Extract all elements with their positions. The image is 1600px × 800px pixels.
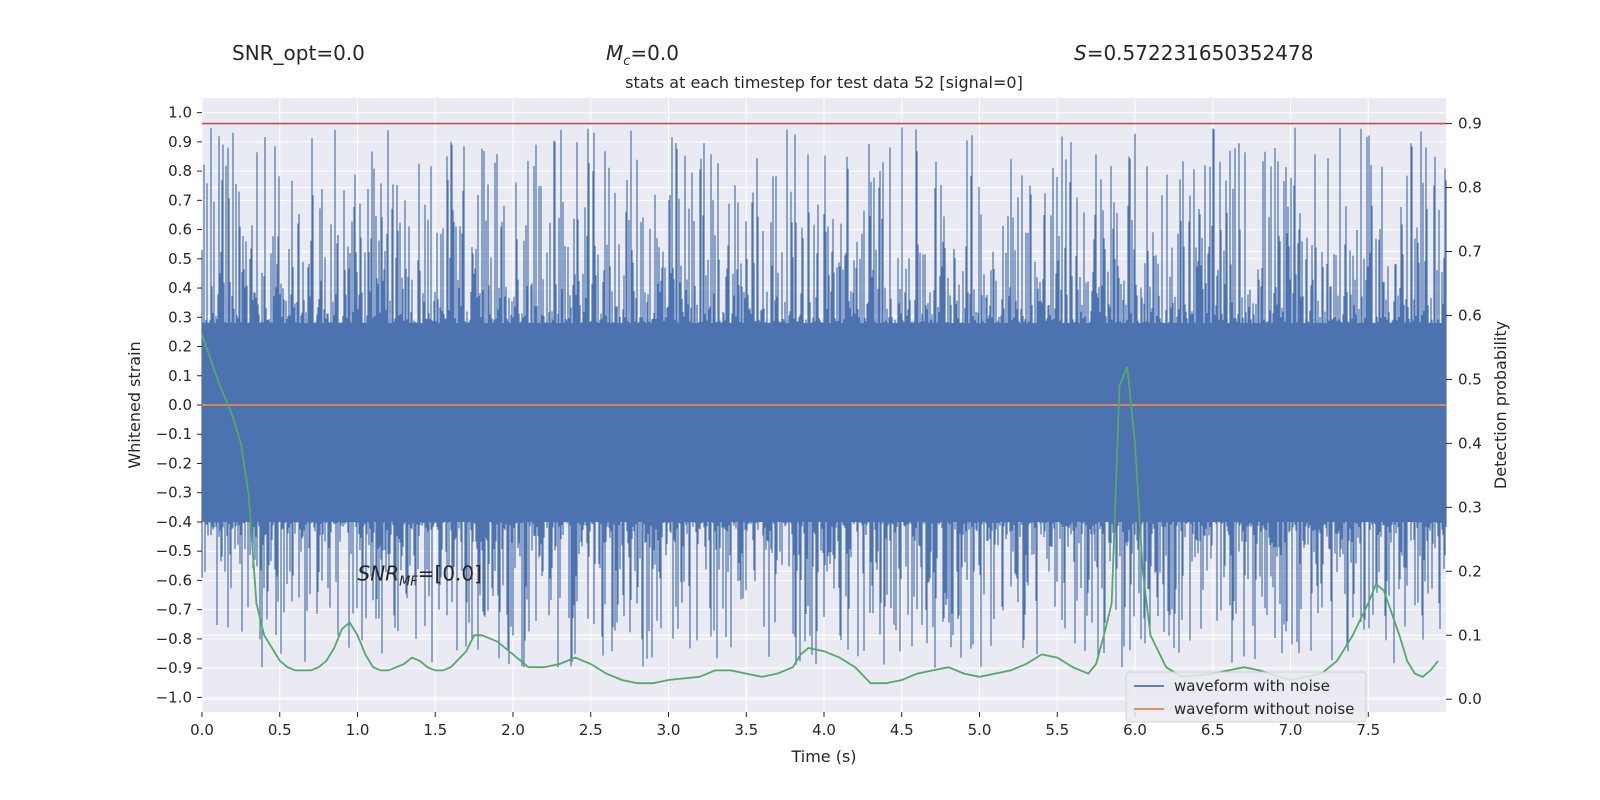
x-tick-label: 7.0 [1279,721,1303,739]
y-tick-label: 0.9 [168,133,192,151]
y-tick-label: 0.5 [168,250,192,268]
legend-box [1125,671,1367,723]
snr-opt-label: SNR_opt=0.0 [232,41,365,65]
x-tick-label: 5.0 [968,721,992,739]
x-tick-label: 6.0 [1123,721,1147,739]
y-axis-ticks: 1.0 0.9 0.8 0.7 0.6 0.5 0.4 0.3 0.2 0.1 0.0 −0.1 −0.… [156,104,202,706]
snr-mf-value: =[0.0] [418,561,482,585]
s-symbol: S [1074,41,1087,65]
y-tick-label: −0.9 [156,659,192,677]
y-tick-label: 0.6 [168,221,192,239]
legend: waveform with noise waveform without noi… [1125,671,1367,723]
x-tick-label: 0.0 [190,721,214,739]
y-tick-label: 0.4 [168,279,192,297]
mc-subscript: c [623,54,630,69]
x-axis-label: Time (s) [790,747,856,766]
x-tick-label: 1.0 [346,721,370,739]
y-tick-label: −0.6 [156,571,192,589]
x-tick-label: 6.5 [1201,721,1225,739]
x-tick-label: 1.5 [423,721,447,739]
y2-tick-label: 0.2 [1458,562,1482,580]
y-tick-label: −0.5 [156,542,192,560]
y-tick-label: −0.4 [156,513,192,531]
x-tick-label: 5.5 [1045,721,1069,739]
x-tick-label: 7.5 [1356,721,1380,739]
y2-tick-label: 0.6 [1458,306,1482,324]
y2-tick-label: 0.9 [1458,115,1482,133]
x-tick-label: 3.5 [734,721,758,739]
y-tick-label: −1.0 [156,688,192,706]
x-tick-label: 4.5 [890,721,914,739]
legend-label-noise: waveform with noise [1174,677,1330,695]
y2-axis-label: Detection probability [1491,321,1510,489]
x-tick-label: 0.5 [268,721,292,739]
legend-label-clean: waveform without noise [1174,700,1354,718]
x-tick-label: 2.0 [501,721,525,739]
s-label: S=0.572231650352478 [1074,41,1313,65]
y2-tick-label: 0.3 [1458,498,1482,516]
s-value: =0.572231650352478 [1087,41,1314,65]
y2-tick-label: 0.4 [1458,434,1482,452]
y-tick-label: −0.3 [156,484,192,502]
x-tick-label: 2.5 [579,721,603,739]
y-tick-label: 0.1 [168,367,192,385]
y2-axis-ticks: 0.9 0.8 0.7 0.6 0.5 0.4 0.3 0.2 0.1 0.0 [1446,115,1482,708]
mc-symbol: M [606,41,623,65]
y2-tick-label: 0.0 [1458,690,1482,708]
y2-tick-label: 0.1 [1458,626,1482,644]
noise-core [202,323,1446,522]
snr-mf-subscript: MF [399,574,418,589]
y-tick-label: −0.1 [156,425,192,443]
y-tick-label: 0.0 [168,396,192,414]
y2-tick-label: 0.7 [1458,243,1482,261]
y-tick-label: −0.7 [156,601,192,619]
chart-title: stats at each timestep for test data 52 … [625,73,1023,92]
mc-label: Mc=0.0 [606,41,679,69]
y-tick-label: 0.8 [168,162,192,180]
x-tick-label: 4.0 [812,721,836,739]
y2-tick-label: 0.5 [1458,370,1482,388]
x-axis-ticks: 0.0 0.5 1.0 1.5 2.0 2.5 3.0 3.5 4.0 4.5 5.0 5.5 6.0 6… [190,712,1380,739]
y-tick-label: 0.2 [168,338,192,356]
snr-mf-annotation: SNRMF=[0.0] [358,561,482,589]
y-tick-label: −0.8 [156,630,192,648]
y-tick-label: 0.7 [168,191,192,209]
x-tick-label: 3.0 [657,721,681,739]
y2-tick-label: 0.8 [1458,179,1482,197]
waveform-with-noise-series [201,127,1447,668]
y-tick-label: 1.0 [168,104,192,122]
y-tick-label: 0.3 [168,308,192,326]
y-tick-label: −0.2 [156,454,192,472]
snr-mf-symbol: SNR [358,561,400,585]
mc-value: =0.0 [630,41,679,65]
y-axis-label: Whitened strain [125,341,144,468]
